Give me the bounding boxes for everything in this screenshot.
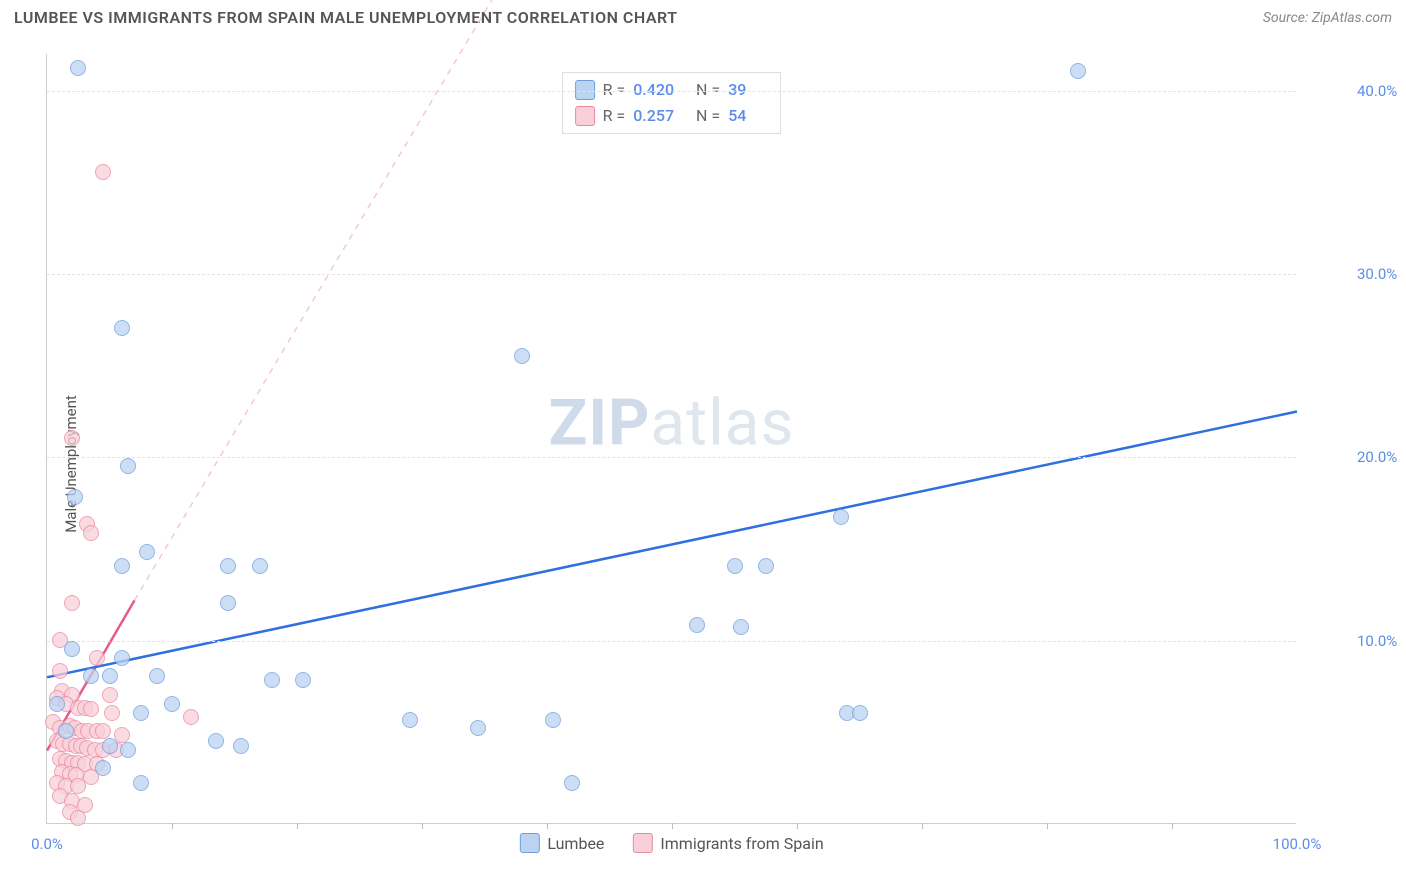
x-tick xyxy=(172,823,173,829)
spain-point xyxy=(95,723,111,739)
trend-lines-layer xyxy=(47,54,1296,823)
y-tick-label: 30.0% xyxy=(1357,265,1397,283)
lumbee-point xyxy=(164,696,180,712)
legend-swatch xyxy=(519,833,539,853)
y-tick-label: 20.0% xyxy=(1357,448,1397,466)
lumbee-point xyxy=(233,738,249,754)
series-legend: Lumbee Immigrants from Spain xyxy=(519,833,823,853)
lumbee-point xyxy=(70,60,86,76)
lumbee-point xyxy=(120,742,136,758)
r-value: 0.257 xyxy=(633,103,674,129)
lumbee-point xyxy=(114,320,130,336)
spain-point xyxy=(83,525,99,541)
gridline xyxy=(47,641,1296,642)
lumbee-point xyxy=(1070,63,1086,79)
chart-container: Male Unemployment ZIPatlas R =0.420N =39… xyxy=(0,36,1406,892)
r-label: R = xyxy=(603,103,626,129)
lumbee-point xyxy=(139,544,155,560)
legend-item: Lumbee xyxy=(519,833,604,853)
x-tick-label: 100.0% xyxy=(1273,835,1322,853)
spain-point xyxy=(70,778,86,794)
lumbee-point xyxy=(114,558,130,574)
x-tick xyxy=(1172,823,1173,829)
x-tick xyxy=(1047,823,1048,829)
lumbee-point xyxy=(264,672,280,688)
x-tick xyxy=(547,823,548,829)
lumbee-point xyxy=(133,705,149,721)
spain-point xyxy=(64,595,80,611)
x-tick-label: 0.0% xyxy=(31,835,63,853)
lumbee-point xyxy=(470,720,486,736)
spain-point xyxy=(102,687,118,703)
chart-title: LUMBEE VS IMMIGRANTS FROM SPAIN MALE UNE… xyxy=(14,8,678,27)
x-tick xyxy=(922,823,923,829)
n-label: N = xyxy=(696,103,720,129)
lumbee-point xyxy=(102,668,118,684)
x-tick xyxy=(672,823,673,829)
watermark: ZIPatlas xyxy=(549,386,795,461)
legend-label: Immigrants from Spain xyxy=(660,834,823,853)
correlation-stats-box: R =0.420N =39R =0.257N =54 xyxy=(562,72,782,134)
gridline xyxy=(47,91,1296,92)
lumbee-point xyxy=(220,558,236,574)
lumbee-point xyxy=(83,668,99,684)
legend-swatch xyxy=(575,106,595,126)
lumbee-point xyxy=(64,641,80,657)
lumbee-point xyxy=(252,558,268,574)
lumbee-point xyxy=(95,760,111,776)
x-tick xyxy=(422,823,423,829)
lumbee-point xyxy=(114,650,130,666)
spain-point xyxy=(83,701,99,717)
spain-point xyxy=(95,164,111,180)
trend-line xyxy=(47,412,1297,678)
lumbee-point xyxy=(833,509,849,525)
lumbee-point xyxy=(49,696,65,712)
spain-point xyxy=(70,810,86,826)
lumbee-point xyxy=(758,558,774,574)
lumbee-point xyxy=(402,712,418,728)
lumbee-point xyxy=(295,672,311,688)
lumbee-point xyxy=(514,348,530,364)
x-tick xyxy=(297,823,298,829)
spain-point xyxy=(114,727,130,743)
lumbee-point xyxy=(852,705,868,721)
legend-label: Lumbee xyxy=(547,834,604,853)
spain-point xyxy=(52,663,68,679)
spain-point xyxy=(104,705,120,721)
legend-swatch xyxy=(632,833,652,853)
spain-point xyxy=(183,709,199,725)
plot-area: ZIPatlas R =0.420N =39R =0.257N =54 Lumb… xyxy=(46,54,1296,824)
lumbee-point xyxy=(564,775,580,791)
lumbee-point xyxy=(545,712,561,728)
lumbee-point xyxy=(120,458,136,474)
y-tick-label: 40.0% xyxy=(1357,82,1397,100)
y-tick-label: 10.0% xyxy=(1357,632,1397,650)
n-value: 54 xyxy=(728,103,746,129)
lumbee-point xyxy=(727,558,743,574)
lumbee-point xyxy=(220,595,236,611)
lumbee-point xyxy=(149,668,165,684)
lumbee-point xyxy=(689,617,705,633)
gridline xyxy=(47,274,1296,275)
lumbee-point xyxy=(733,619,749,635)
gridline xyxy=(47,457,1296,458)
lumbee-point xyxy=(208,733,224,749)
spain-point xyxy=(89,650,105,666)
x-tick xyxy=(797,823,798,829)
lumbee-point xyxy=(102,738,118,754)
spain-point xyxy=(64,430,80,446)
source-attribution: Source: ZipAtlas.com xyxy=(1263,10,1392,26)
lumbee-point xyxy=(58,723,74,739)
stats-row: R = 0.257 N = 54 xyxy=(575,103,761,129)
legend-item: Immigrants from Spain xyxy=(632,833,823,853)
lumbee-point xyxy=(67,489,83,505)
lumbee-point xyxy=(133,775,149,791)
